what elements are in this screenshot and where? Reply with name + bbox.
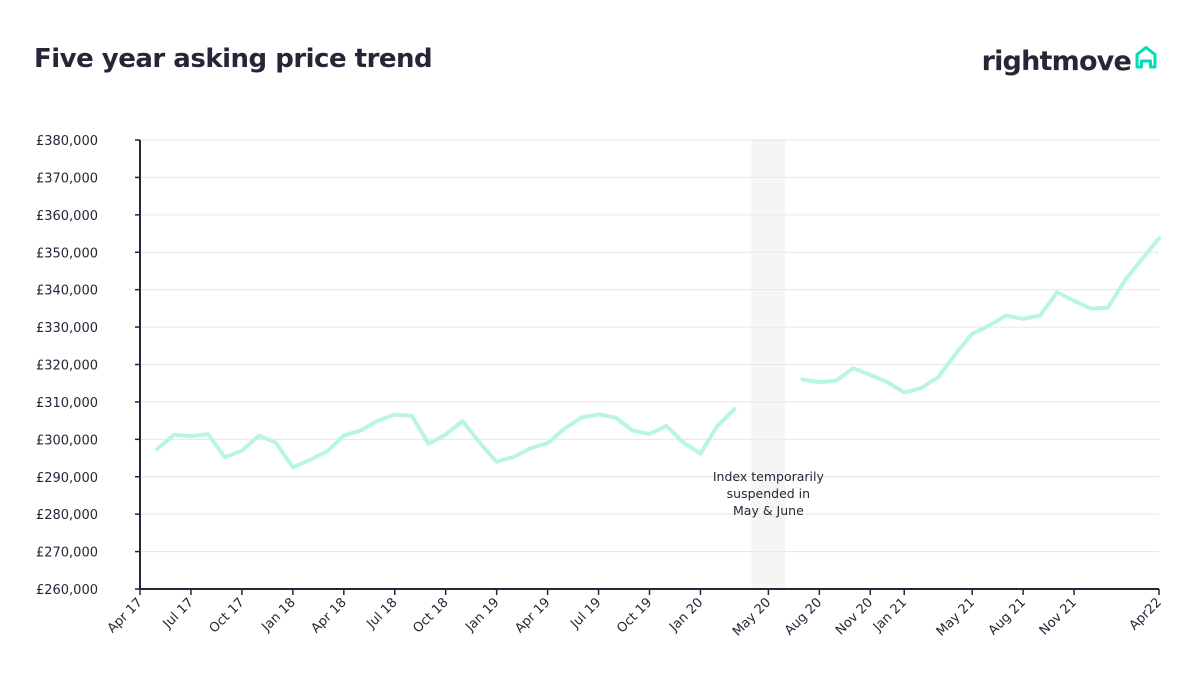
series-line: [155, 407, 737, 470]
x-tick-label: Aug 21: [986, 595, 1029, 638]
y-tick-label: £310,000: [36, 396, 98, 411]
y-tick-label: £300,000: [36, 433, 98, 448]
x-tick-label: Apr 17: [105, 595, 146, 636]
x-tick-label: May 21: [934, 595, 978, 639]
x-tick-label: Jan 21: [870, 595, 910, 635]
y-tick-label: £260,000: [36, 583, 98, 598]
y-tick-label: £270,000: [36, 546, 98, 561]
y-tick-label: £290,000: [36, 471, 98, 486]
x-tick-label: Apr 18: [308, 595, 349, 636]
x-tick-label: Apr 19: [512, 595, 553, 636]
x-tick-label: Jul 17: [160, 595, 197, 632]
brand-name: rightmove: [981, 46, 1132, 77]
x-tick-label: Nov 20: [833, 595, 876, 638]
y-tick-label: £330,000: [36, 321, 98, 336]
page-title: Five year asking price trend: [34, 44, 433, 74]
x-tick-label: May 20: [730, 595, 774, 639]
x-tick-label: Oct 17: [207, 595, 248, 636]
series-line: [800, 236, 1161, 395]
x-tick-label: Aug 20: [782, 595, 825, 638]
x-tick-label: Oct 18: [410, 595, 451, 636]
x-tick-label: Oct 19: [614, 595, 655, 636]
x-tick-label: Jul 18: [364, 595, 401, 632]
house-outline-icon: [1135, 46, 1157, 69]
y-tick-label: £350,000: [36, 246, 98, 261]
x-tick-label: Jul 19: [567, 595, 604, 632]
x-tick-label: Nov 21: [1037, 595, 1080, 638]
y-tick-label: £380,000: [36, 134, 98, 149]
y-tick-label: £370,000: [36, 171, 98, 186]
y-tick-label: £320,000: [36, 359, 98, 374]
y-tick-label: £340,000: [36, 284, 98, 299]
x-tick-label: Jan 18: [259, 595, 299, 635]
y-tick-label: £280,000: [36, 508, 98, 523]
x-tick-label: Jan 19: [462, 595, 502, 635]
y-tick-label: £360,000: [36, 209, 98, 224]
x-tick-label: Jan 20: [666, 595, 706, 635]
rightmove-logo: rightmove: [982, 44, 1159, 88]
x-tick-label: Apr22: [1127, 595, 1165, 633]
gap-annotation: Index temporarily suspended in May & June: [713, 469, 825, 518]
